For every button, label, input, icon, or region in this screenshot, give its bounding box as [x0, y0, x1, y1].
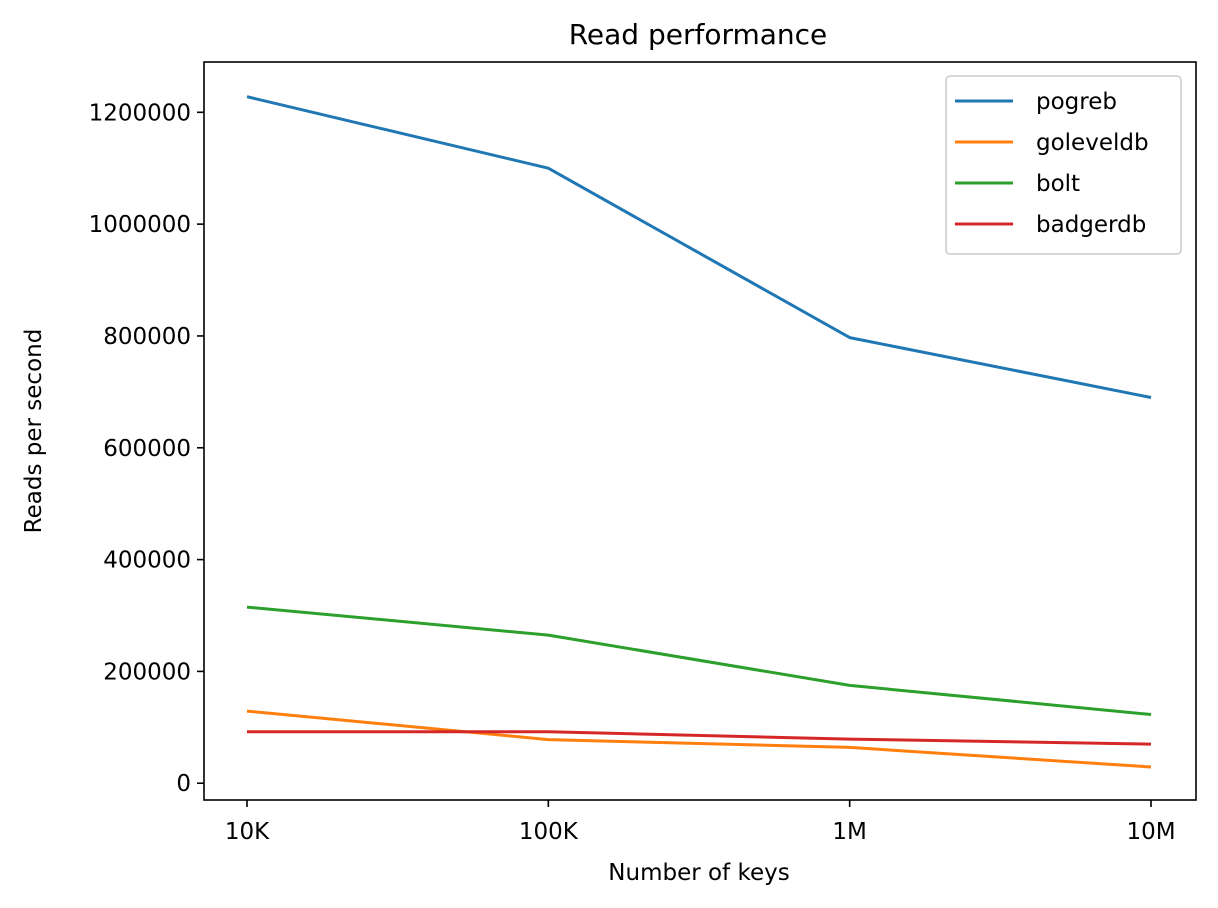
x-tick-label: 1M	[832, 819, 866, 845]
legend-box	[945, 75, 1182, 255]
series-line-goleveldb	[246, 709, 1152, 769]
legend-label-badgerdb: badgerdb	[1036, 212, 1146, 238]
y-axis: 0 200000 400000 600000 800000 1000000 1200000	[89, 100, 204, 797]
x-axis-title: Number of keys	[608, 860, 789, 886]
y-tick-label: 600000	[103, 436, 191, 462]
series-line-bolt	[246, 605, 1152, 716]
y-tick-label: 0	[176, 771, 191, 797]
x-axis: 10K 100K 1M 10M	[225, 800, 1176, 845]
legend-label-goleveldb: goleveldb	[1036, 130, 1149, 156]
legend-label-bolt: bolt	[1036, 171, 1080, 197]
series-line-pogreb	[246, 95, 1152, 399]
y-tick-label: 1000000	[89, 212, 191, 238]
x-tick-label: 10K	[225, 819, 270, 845]
legend-label-pogreb: pogreb	[1036, 89, 1117, 115]
x-tick-label: 100K	[519, 819, 579, 845]
y-tick-label: 400000	[103, 548, 191, 574]
series-line-badgerdb	[247, 730, 1152, 746]
chart-title: Read performance	[569, 18, 828, 51]
y-tick-label: 1200000	[89, 100, 191, 126]
y-axis-title: Reads per second	[21, 329, 47, 534]
plot-area	[246, 95, 1152, 769]
legend: pogreb goleveldb bolt badgerdb	[945, 75, 1182, 255]
x-tick-label: 10M	[1126, 819, 1175, 845]
plot-frame	[203, 61, 1197, 801]
y-tick-label: 800000	[103, 324, 191, 350]
y-tick-label: 200000	[103, 659, 191, 685]
